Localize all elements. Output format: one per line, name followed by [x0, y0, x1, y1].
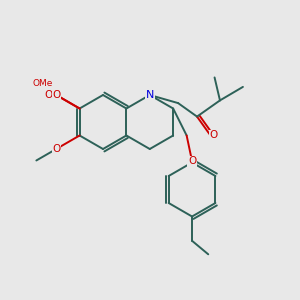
Text: O: O — [52, 90, 60, 100]
Text: O: O — [188, 156, 196, 166]
Text: O: O — [44, 90, 52, 100]
Text: O: O — [52, 144, 60, 154]
Text: O: O — [209, 130, 217, 140]
Text: OMe: OMe — [32, 80, 52, 88]
Text: N: N — [146, 90, 154, 100]
